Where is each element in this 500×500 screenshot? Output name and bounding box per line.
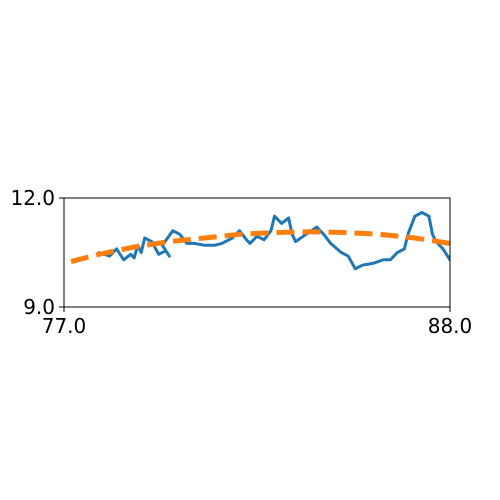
x-tick-label: 88.0 xyxy=(428,314,473,338)
trend-line xyxy=(70,229,450,265)
axes-frame xyxy=(63,197,451,308)
axes: 77.0 88.0 9.0 12.0 xyxy=(10,186,472,338)
x-tick-label: 77.0 xyxy=(42,314,87,338)
plot-area xyxy=(70,211,450,271)
y-tick-label: 12.0 xyxy=(10,186,55,210)
data-line xyxy=(97,211,450,271)
y-tick-label: 9.0 xyxy=(23,295,55,319)
